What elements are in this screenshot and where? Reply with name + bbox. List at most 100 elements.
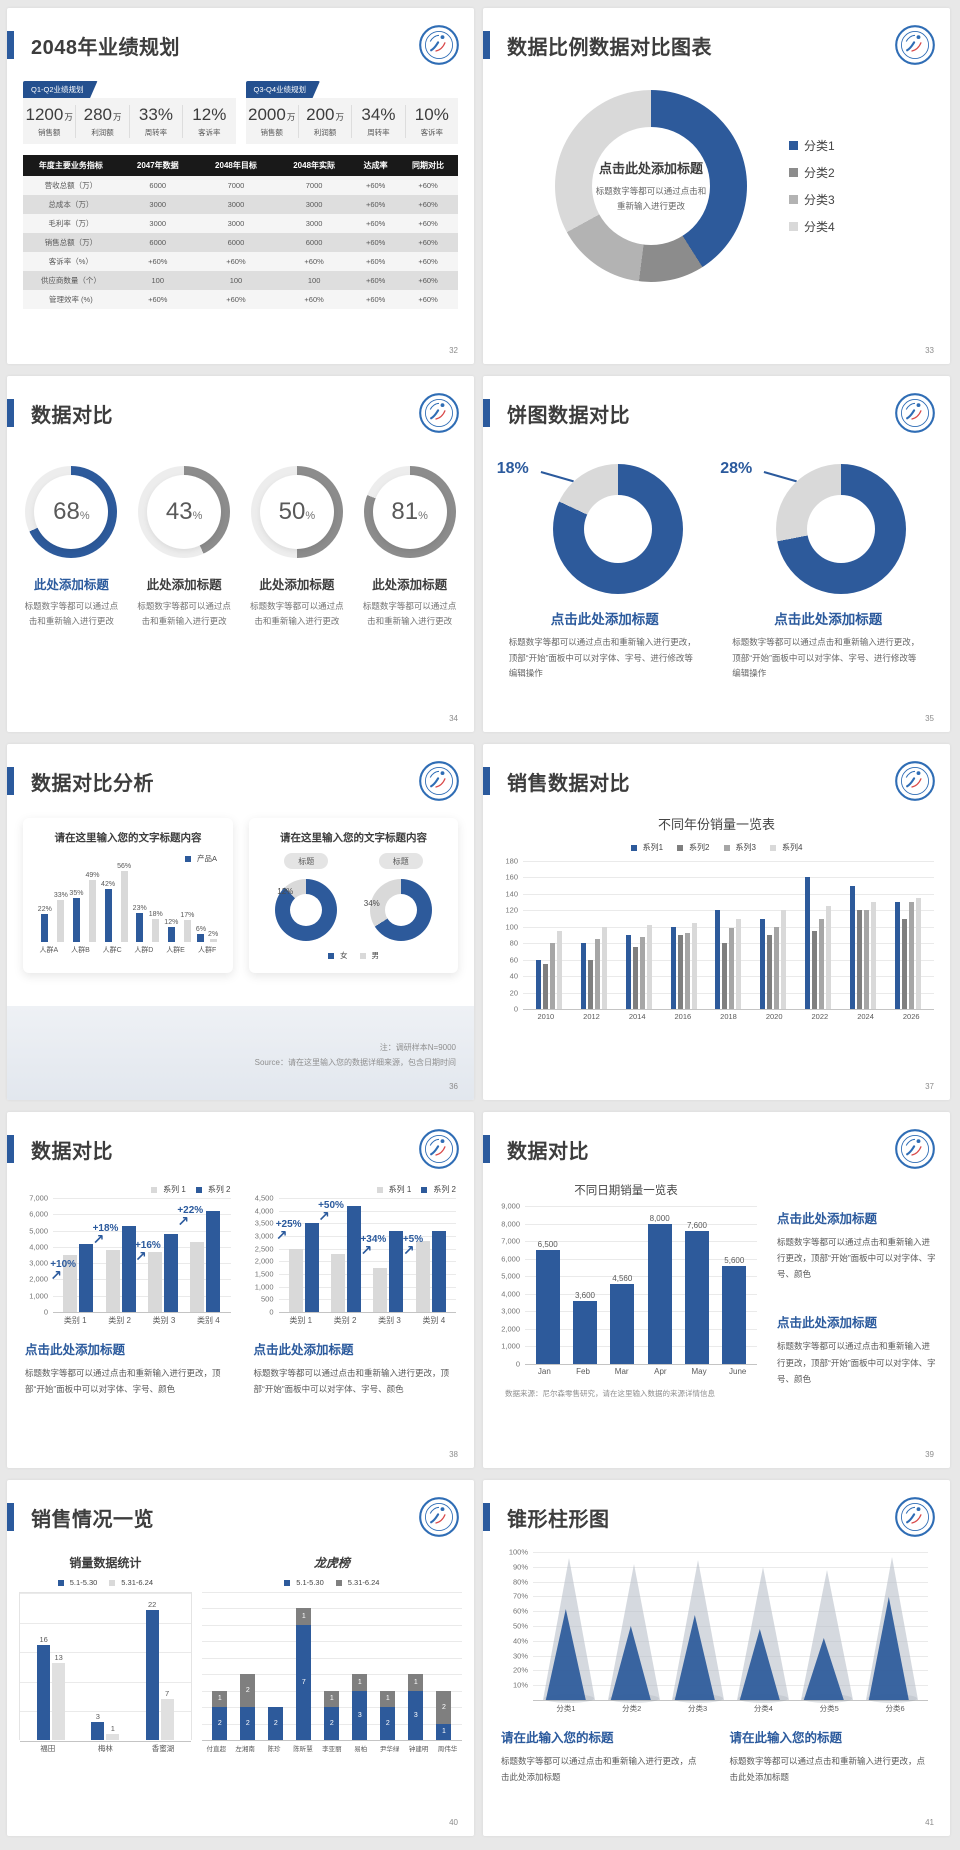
bwrap xyxy=(781,910,787,1009)
bar-value-label: 4,560 xyxy=(612,1273,633,1283)
slide-cone-chart[interactable]: 锥形柱形图 100% 90% 80% 70% 60% 50% 40% 30% 20% 10% 分类1… xyxy=(483,1480,950,1836)
bwrap: 7,600 xyxy=(684,1221,709,1364)
gauge-item: 43% 此处添加标题 标题数字等都可以通过点击和重新输入进行更改 xyxy=(131,466,237,629)
gline xyxy=(533,1581,928,1583)
gline xyxy=(278,1312,456,1313)
slide-data-ratio-chart[interactable]: 数据比例数据对比图表 点击此处添加标题 标题数字等都可以通过点击和重新输入进行更改… xyxy=(483,8,950,364)
pie-row: 18% 点击此处添加标题 标题数字等都可以通过点击和重新输入进行更改，顶部“开始”面… xyxy=(483,460,950,682)
legend-swatch xyxy=(789,222,798,231)
slide-sales-overview[interactable]: 销售情况一览 销量数据统计 5.1-5.30 5.31-6.24 16 13 3 1 22… xyxy=(7,1480,474,1836)
kpi-label: 销售额 xyxy=(37,128,61,137)
bwrap xyxy=(190,1241,205,1312)
pietop: 18% xyxy=(497,460,683,594)
category-label: 分类3 xyxy=(687,1704,708,1713)
category-label: 类别 2 xyxy=(108,1316,131,1325)
bcplot xyxy=(533,1552,928,1703)
bar xyxy=(856,910,862,1009)
y-tick-label: 2,500 xyxy=(254,1244,274,1254)
table-cell: +60% xyxy=(275,290,354,309)
slide-title: 数据对比分析 xyxy=(31,772,154,795)
bar-value-label: 6,500 xyxy=(537,1239,558,1249)
stacked-segment: 1 xyxy=(296,1608,312,1625)
bar-group xyxy=(804,877,831,1009)
kpi-value: 34% xyxy=(352,105,404,125)
page-number: 39 xyxy=(925,1450,934,1459)
legend-swatch xyxy=(195,1186,202,1193)
legend-swatch xyxy=(359,952,366,959)
bcplot: 6,500 3,600 4,560 8,000 7,600 5,600 xyxy=(525,1206,757,1365)
y-tick-label: 2,000 xyxy=(501,1324,520,1334)
title-accent-bar xyxy=(483,767,490,795)
bcplot: +25% ↗ +50% ↗ +34% ↗ +5% ↗ xyxy=(276,1198,456,1313)
bwrap: 35% xyxy=(69,890,83,942)
up-arrow-icon: ↗ xyxy=(50,1267,62,1284)
school-badge-logo-icon xyxy=(419,1497,459,1537)
y-tick-label: 60 xyxy=(509,955,518,965)
up-arrow-icon: ↗ xyxy=(177,1213,190,1230)
title-accent-bar xyxy=(7,1135,14,1163)
legend-label: 系列4 xyxy=(781,843,803,852)
bar-group: 22 7 xyxy=(145,1600,174,1740)
slide-header: 数据对比分析 xyxy=(7,744,474,802)
chart-title: 不同日期销量一览表 xyxy=(574,1185,678,1197)
slide-data-analysis[interactable]: 数据对比分析 请在这里输入您的文字标题内容 产品A 22% 33% 35% 49% 42… xyxy=(7,744,474,1100)
gline xyxy=(201,1624,462,1626)
bar-group: 8,000 xyxy=(647,1214,672,1364)
bar-value-label: 18% xyxy=(148,911,163,919)
store-sales-chart-area: 销量数据统计 5.1-5.30 5.31-6.24 16 13 3 1 22 7 福田 梅林 香蜜… xyxy=(19,1554,192,1754)
bwrap xyxy=(105,1250,120,1312)
gline xyxy=(201,1641,462,1643)
category-label: 2022 xyxy=(811,1012,829,1021)
gline xyxy=(201,1674,462,1676)
category-label: Mar xyxy=(614,1367,629,1376)
legend-swatch xyxy=(109,1579,116,1586)
slide-daily-sales[interactable]: 数据对比 不同日期销量一览表 9,000 8,000 7,000 6,000 5,000… xyxy=(483,1112,950,1468)
gline xyxy=(523,893,934,895)
bar xyxy=(105,1250,120,1312)
bar-group: 2 xyxy=(268,1707,284,1740)
card-title: 请在这里输入您的文字标题内容 xyxy=(54,832,202,844)
segl: 2 xyxy=(329,1720,334,1728)
slide-sales-comparison[interactable]: 销售数据对比 不同年份销量一览表 系列1 系列2 系列3 系列4 180 160 140 1… xyxy=(483,744,950,1100)
table-cell: 6000 xyxy=(118,176,197,195)
category-label: 人群F xyxy=(198,947,217,954)
bar xyxy=(152,919,160,942)
category-label: 人群B xyxy=(71,947,90,954)
slide-performance-plan[interactable]: 2048年业绩规划 Q1-Q2业绩规划 1200万 销售额 280万 利润额 33% 周转率… xyxy=(7,8,474,364)
legend-item: 5.1-5.30 xyxy=(284,1578,324,1587)
gauge-value: 68% xyxy=(25,466,117,558)
bar xyxy=(91,1722,105,1740)
legend-item: 5.31-6.24 xyxy=(109,1578,153,1587)
donut-hole xyxy=(592,127,710,245)
table-cell: +60% xyxy=(398,290,458,309)
small: 万 xyxy=(335,112,344,122)
segl: 1 xyxy=(441,1728,446,1736)
bar-value-label: 33% xyxy=(53,892,68,900)
title-accent-bar xyxy=(7,31,14,59)
bwrap xyxy=(581,943,587,1009)
bwrap xyxy=(550,943,556,1009)
slide-pie-comparison[interactable]: 饼图数据对比 18% 点击此处添加标题 标题数字等都可以通过点击和重新输入进行更改，… xyxy=(483,376,950,732)
kpi-stat: 2000万 销售额 xyxy=(246,105,299,138)
segl: 2 xyxy=(385,1720,390,1728)
text-block: 请在此输入您的标题 标题数字等都可以通过点击和重新输入进行更改，点击此处添加标题 xyxy=(730,1727,933,1785)
glab: +5% xyxy=(402,1233,424,1245)
legend-label: 产品A xyxy=(196,854,217,863)
tr: 年度主要业务指标 2047年数据 2048年目标 2048年实际 达成率 同期对比 xyxy=(23,155,458,176)
bwrap xyxy=(901,918,907,1009)
sample-note: 注：调研样本N=9000 xyxy=(379,1042,456,1052)
y-tick-label: 10% xyxy=(512,1680,528,1690)
slide-gauge-comparison[interactable]: 数据对比 68% 此处添加标题 标题数字等都可以通过点击和重新输入进行更改 43% 此处… xyxy=(7,376,474,732)
gline xyxy=(525,1346,757,1348)
y-tick-label: 60% xyxy=(512,1606,528,1616)
bwrap: 1 xyxy=(106,1724,120,1740)
ghole xyxy=(259,475,334,549)
slide-growth-comparison[interactable]: 数据对比 系列 1 系列 2 7,000 6,000 5,000 4,000 3,000 2… xyxy=(7,1112,474,1468)
segl: 7 xyxy=(301,1678,306,1686)
bwrap xyxy=(715,910,721,1009)
slide-header: 数据对比 xyxy=(7,1112,474,1170)
table-cell: 100 xyxy=(118,271,197,290)
bwrap xyxy=(870,902,876,1009)
bwrap xyxy=(331,1253,346,1312)
table-cell: 客诉率（%） xyxy=(23,252,119,271)
